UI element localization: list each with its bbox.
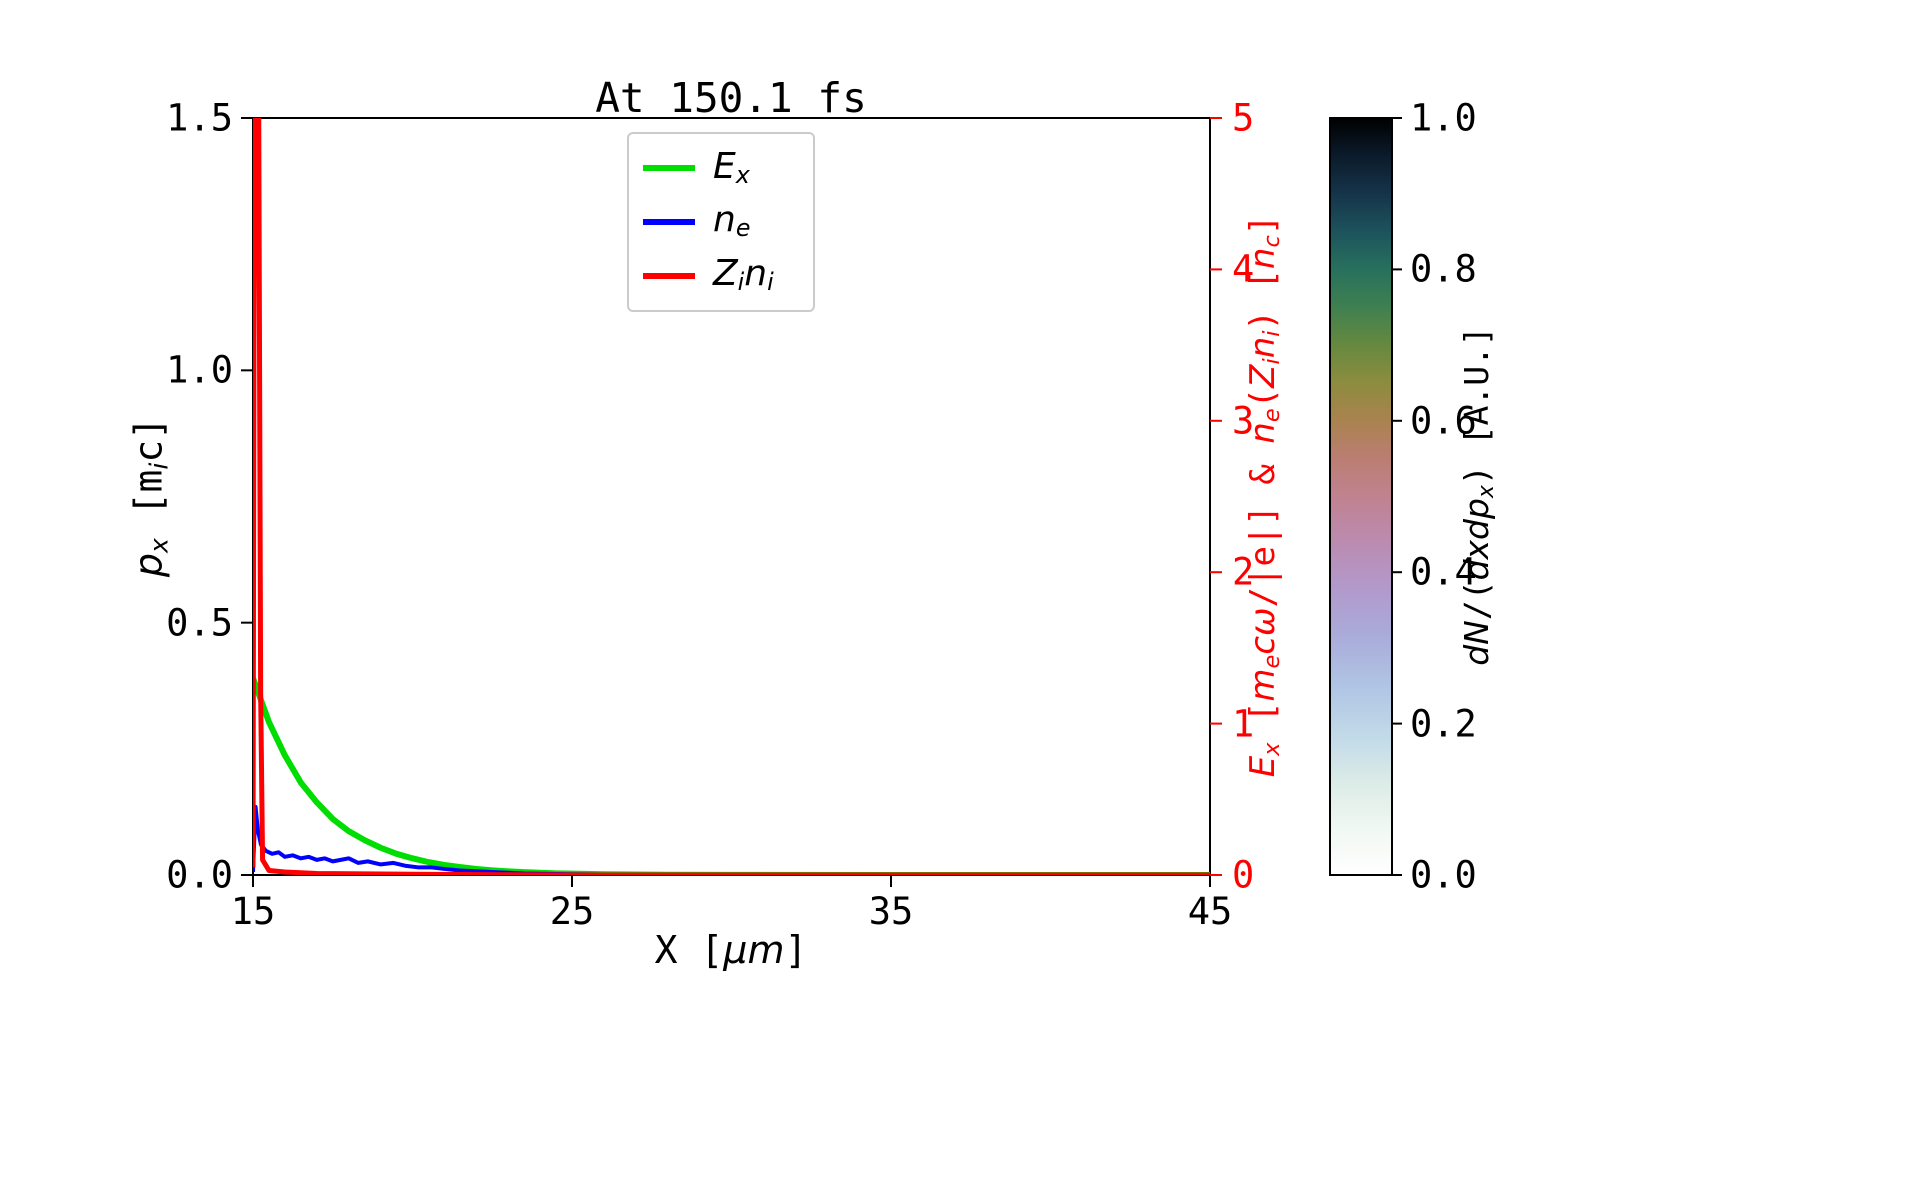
label-segment: n [1243, 422, 1284, 444]
legend-line [643, 165, 695, 172]
label-segment: dN [1457, 620, 1497, 666]
label-segment: c [1243, 635, 1284, 655]
label-segment: X [ [654, 928, 724, 972]
legend-line [643, 272, 695, 279]
label-segment: x [1473, 485, 1499, 499]
label-segment: ( [1243, 387, 1284, 409]
label-segment: ω [1243, 607, 1284, 636]
legend-item-Ex: Ex [629, 145, 813, 189]
label-segment: /|e|] & [1243, 443, 1284, 608]
label-segment: [ [1243, 701, 1284, 743]
label-segment: ) [A.U.] [1457, 326, 1497, 486]
label-segment: Z [1243, 364, 1284, 388]
curves [253, 118, 1210, 875]
label-segment: e [735, 214, 751, 243]
label-segment: x [144, 538, 174, 554]
label-segment: i [1258, 358, 1285, 365]
label-segment: p [126, 553, 171, 578]
legend-line [643, 218, 695, 225]
label-segment: ) [ [1243, 269, 1284, 331]
label-segment: dxdp [1457, 498, 1497, 581]
label-segment: μm [723, 928, 785, 972]
label-segment: E [1243, 755, 1284, 778]
series-n_e [253, 804, 1210, 875]
label-segment: /( [1457, 580, 1497, 621]
y-axis-label-left: px [mic] [127, 417, 174, 577]
label-segment: c [1258, 235, 1285, 248]
legend-item-Zini: Zini [629, 256, 813, 295]
legend-label: ne [713, 202, 750, 241]
label-segment: x [735, 160, 750, 189]
label-segment: ] [784, 928, 808, 972]
label-segment: Z [713, 253, 738, 295]
label-segment: e [1258, 408, 1285, 423]
label-segment: i [144, 462, 174, 470]
colorbar [1329, 117, 1393, 876]
label-segment: [m [126, 469, 171, 539]
plot-title: At 150.1 fs [595, 74, 867, 122]
colorbar-label: dN/(dxdpx) [A.U.] [1457, 326, 1499, 666]
label-segment: i [737, 268, 745, 297]
legend: Ex ne Zini [627, 132, 815, 312]
legend-label: Ex [713, 145, 750, 189]
label-segment: c] [126, 416, 171, 463]
legend-label: Zini [713, 256, 774, 295]
label-segment: n [1243, 247, 1284, 270]
label-segment: x [1258, 742, 1285, 756]
series-E_x [253, 677, 1210, 875]
label-segment: m [1243, 668, 1284, 702]
label-segment: i [767, 268, 774, 297]
series-Z_i-n_i [253, 118, 1210, 875]
label-segment: e [1258, 654, 1285, 669]
x-axis-label: X [μm] [655, 928, 808, 972]
label-segment: n [744, 253, 768, 295]
y-axis-label-right: Ex [mecω/|e|] & ne(Zini) [nc] [1243, 215, 1285, 778]
legend-item-ne: ne [629, 202, 813, 241]
label-segment: E [713, 145, 736, 187]
label-segment: n [713, 199, 736, 241]
label-segment: n [1243, 336, 1284, 359]
label-segment: ] [1243, 214, 1284, 236]
label-segment: i [1258, 330, 1285, 337]
